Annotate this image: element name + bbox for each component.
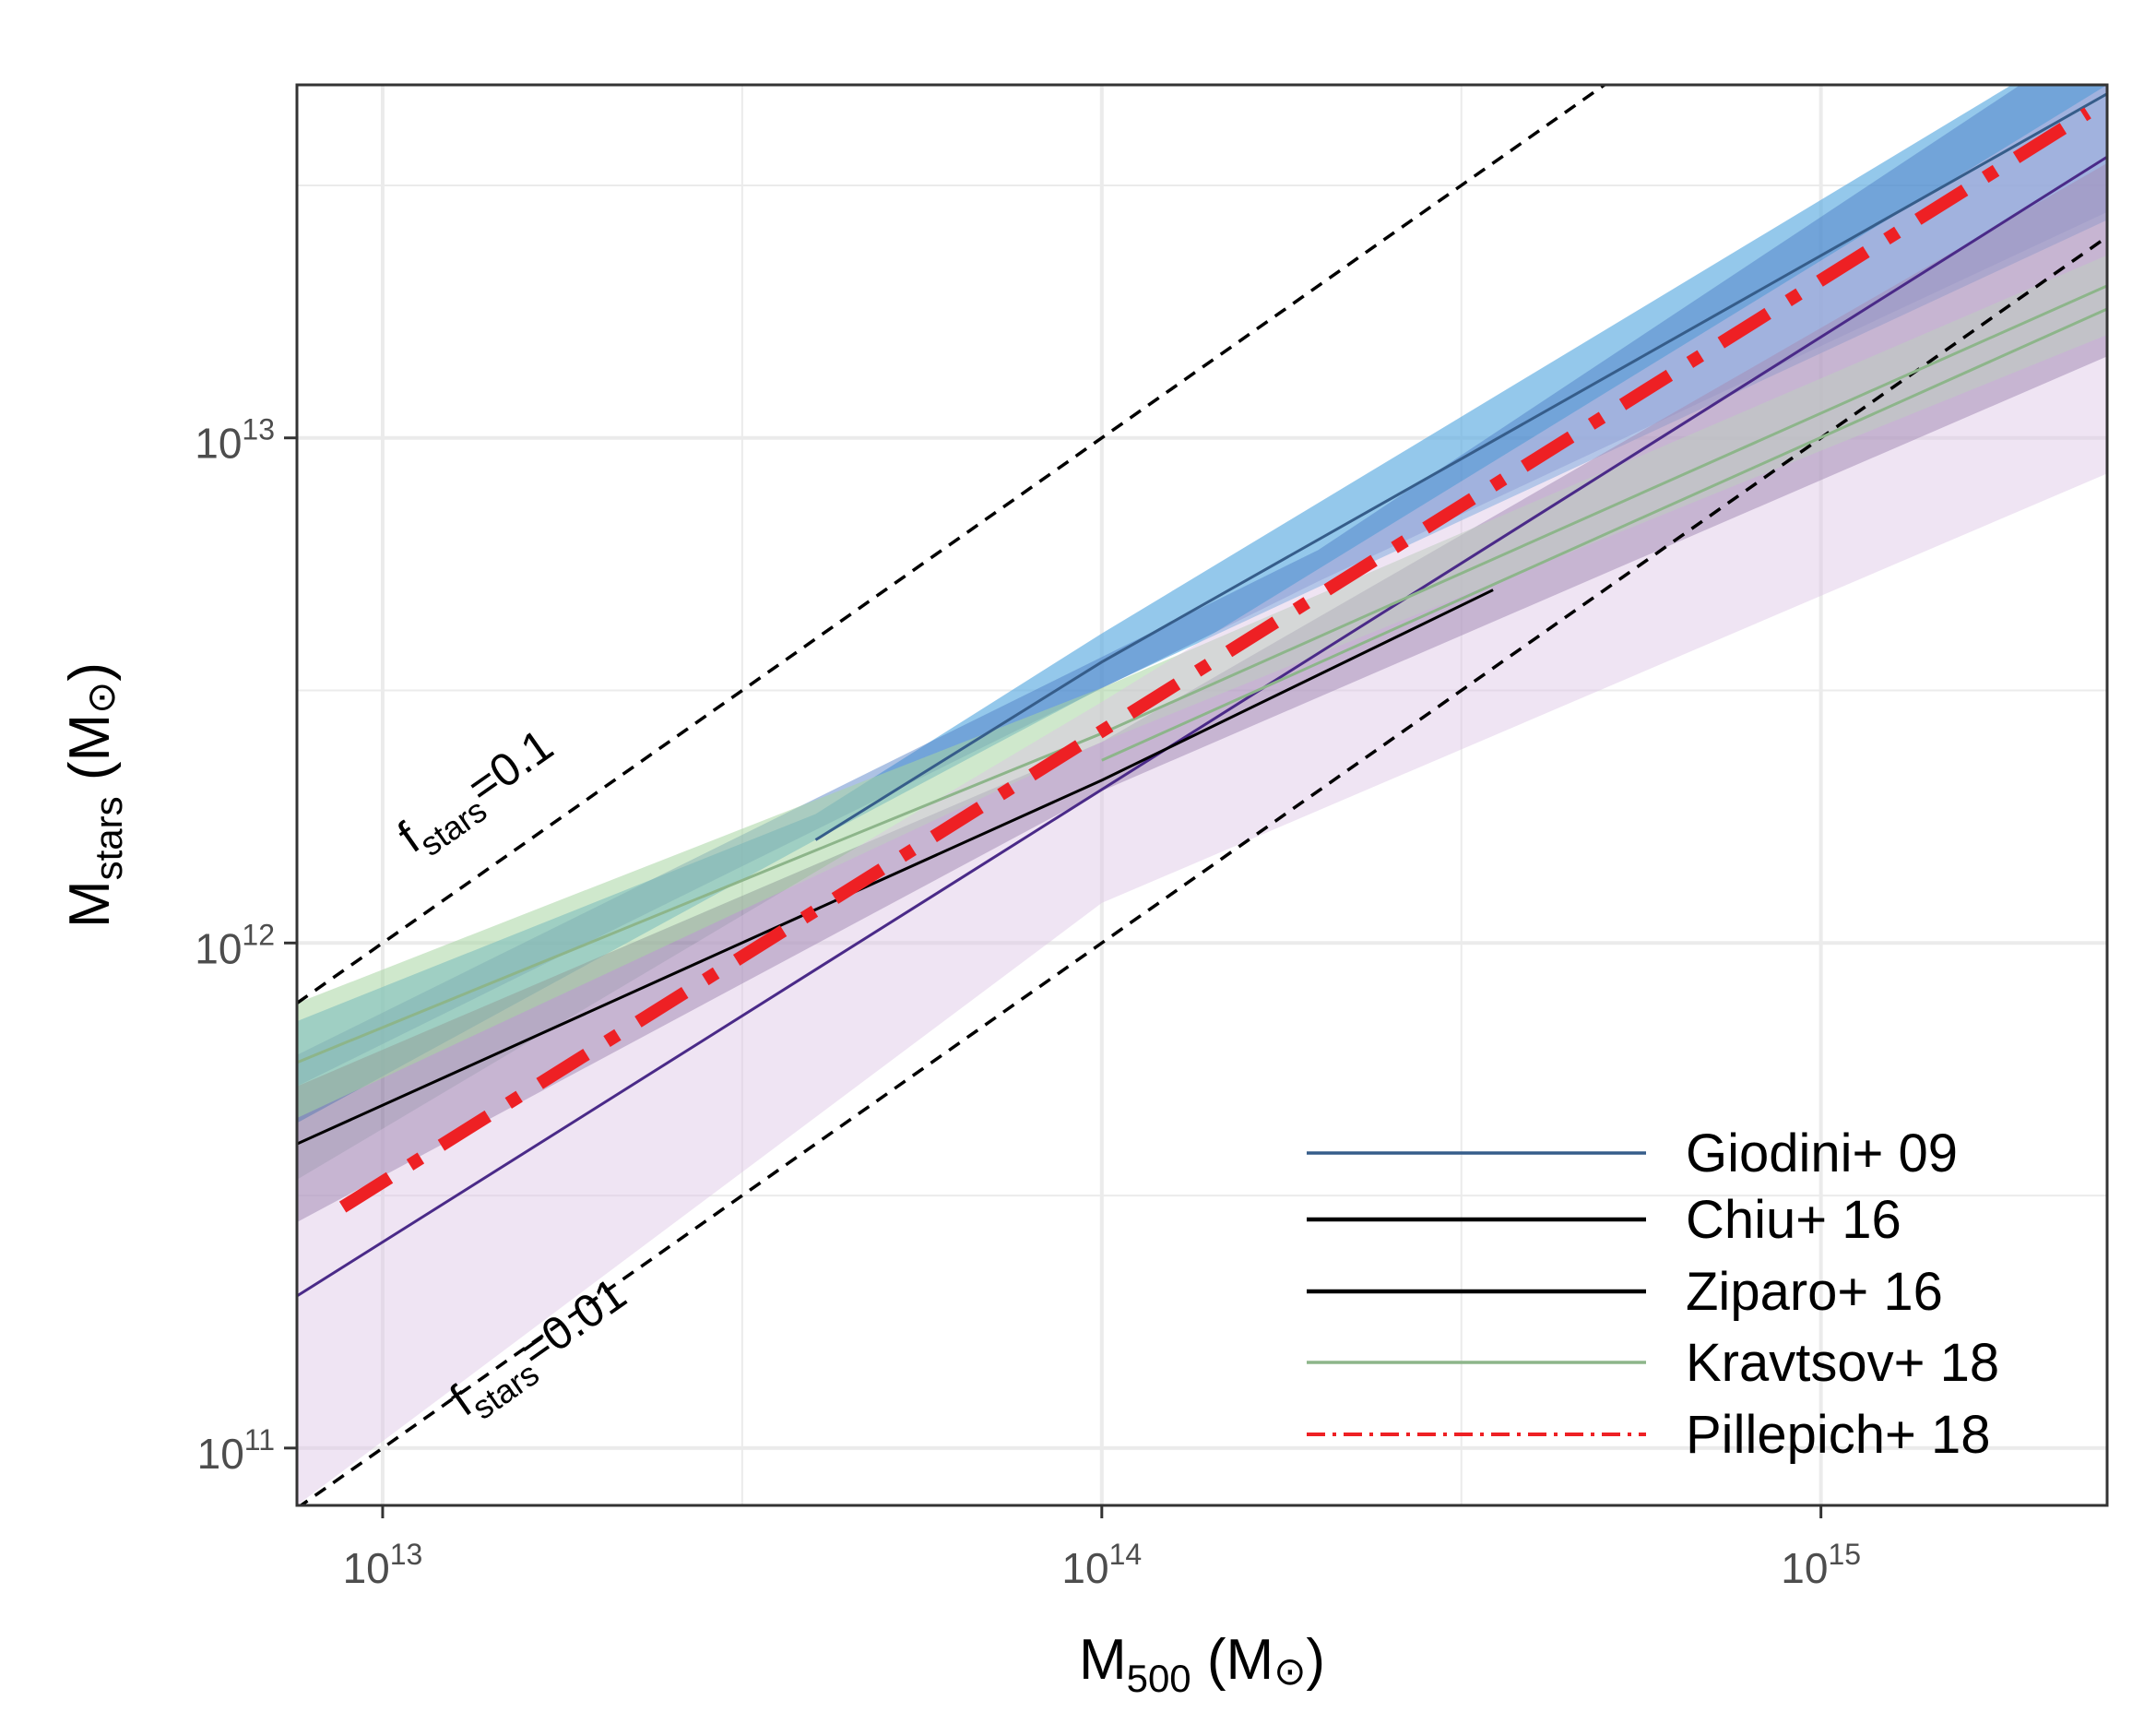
y-axis-title: Mstars (M⊙) [58, 662, 130, 928]
legend-label: Pillepich+ 18 [1686, 1405, 1991, 1465]
legend-item: Giodini+ 09 [1307, 1124, 1958, 1183]
band-kravtsov-18 [297, 255, 2107, 1119]
legend-item: Ziparo+ 16 [1307, 1262, 1943, 1322]
legend-label: Giodini+ 09 [1686, 1124, 1958, 1183]
x-tick-label: 1015 [1781, 1538, 1861, 1592]
legend-item: Pillepich+ 18 [1307, 1405, 1991, 1465]
series-line-kravtsov-18-alt [1101, 307, 2107, 762]
band-pillepich-18 [297, 85, 2107, 1505]
y-tick-label: 1012 [195, 918, 275, 972]
series-lines [297, 92, 2107, 1298]
x-axis-title: M500 (M⊙) [1079, 1628, 1325, 1700]
legend-item: Chiu+ 16 [1307, 1190, 1901, 1250]
legend-label: Ziparo+ 16 [1686, 1262, 1943, 1322]
series-line-pillepich-18 [338, 107, 2091, 1213]
reference-line-fstars-0-01 [298, 235, 2107, 1505]
legend-label: Chiu+ 16 [1686, 1190, 1901, 1250]
legend: Giodini+ 09 Chiu+ 16 Ziparo+ 16 Kravtsov+ 1… [1307, 1124, 1999, 1465]
series-line-chiu-16 [297, 155, 2107, 1298]
legend-label: Kravtsov+ 18 [1686, 1333, 1999, 1393]
reference-lines [297, 85, 2107, 1505]
plot-border [295, 83, 2109, 1507]
series-line-ziparo-16 [297, 589, 1494, 1146]
y-tick-label: 1013 [195, 413, 275, 468]
legend-item: Kravtsov+ 18 [1307, 1333, 1999, 1393]
axes: 1013 1014 1015 1011 1012 1013 M500 (M⊙) Mstars … [58, 413, 1861, 1700]
x-tick-label: 1013 [343, 1538, 423, 1592]
series-line-giodini-09 [814, 92, 2107, 841]
y-tick-label: 1011 [197, 1423, 275, 1478]
x-tick-label: 1014 [1061, 1538, 1142, 1592]
